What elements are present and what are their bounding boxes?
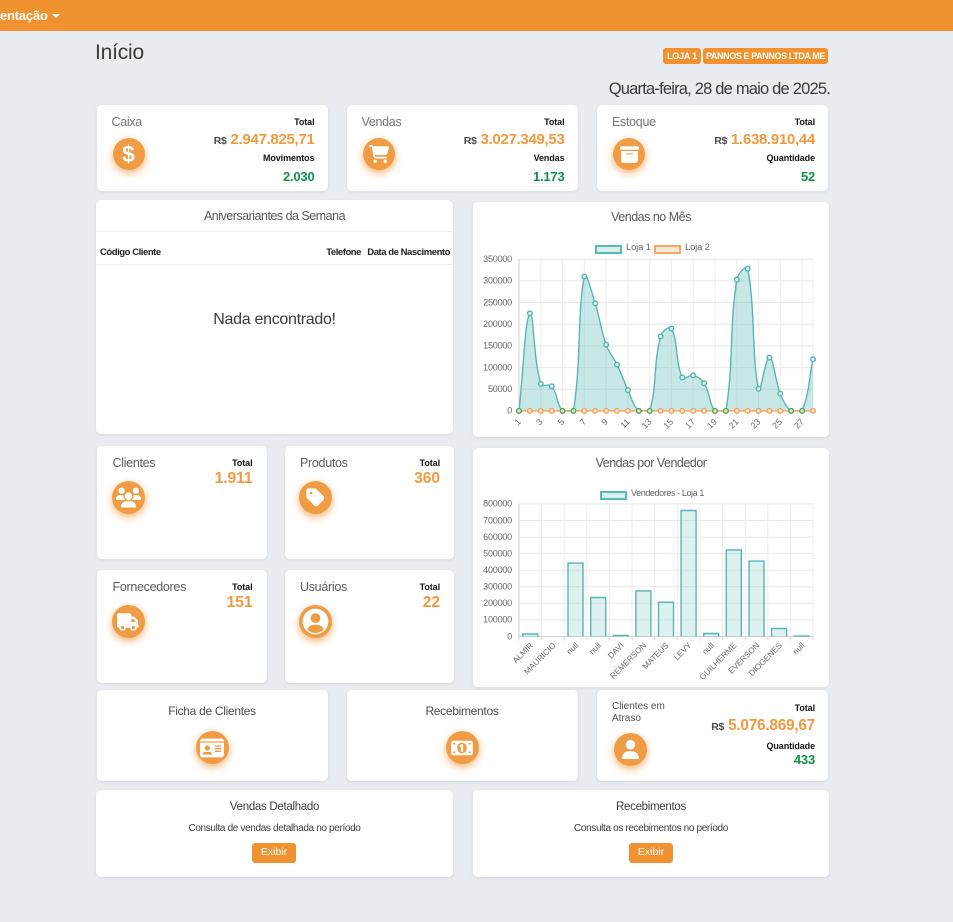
svg-text:9: 9 [599,417,610,428]
svg-text:11: 11 [618,417,632,431]
svg-text:100000: 100000 [483,362,512,372]
svg-text:5: 5 [556,417,567,428]
svg-text:350000: 350000 [483,254,512,264]
svg-text:null: null [588,641,604,657]
svg-text:100000: 100000 [483,615,512,625]
svg-text:400000: 400000 [483,565,512,575]
svg-text:800000: 800000 [483,499,512,509]
svg-text:null: null [791,641,807,657]
svg-text:DAVI: DAVI [606,641,625,660]
svg-text:50000: 50000 [488,384,512,394]
svg-text:300000: 300000 [483,582,512,592]
svg-text:3: 3 [534,417,545,428]
svg-text:27: 27 [792,417,806,431]
svg-text:7: 7 [578,417,589,428]
svg-text:21: 21 [727,417,741,431]
svg-text:200000: 200000 [483,319,512,329]
svg-text:25: 25 [770,417,784,431]
svg-text:null: null [565,641,581,657]
svg-text:0: 0 [507,406,512,416]
svg-text:null: null [701,641,717,657]
svg-text:300000: 300000 [483,276,512,286]
svg-text:0: 0 [507,631,512,641]
svg-text:1: 1 [512,417,523,428]
svg-text:13: 13 [640,417,654,431]
svg-text:150000: 150000 [483,341,512,351]
svg-text:600000: 600000 [483,532,512,542]
svg-text:LEVY: LEVY [672,641,694,663]
svg-text:200000: 200000 [483,598,512,608]
svg-text:500000: 500000 [483,548,512,558]
svg-text:19: 19 [705,417,719,431]
svg-text:23: 23 [748,417,762,431]
svg-text:250000: 250000 [483,297,512,307]
svg-text:15: 15 [661,417,675,431]
svg-text:700000: 700000 [483,515,512,525]
svg-text:17: 17 [683,417,697,431]
